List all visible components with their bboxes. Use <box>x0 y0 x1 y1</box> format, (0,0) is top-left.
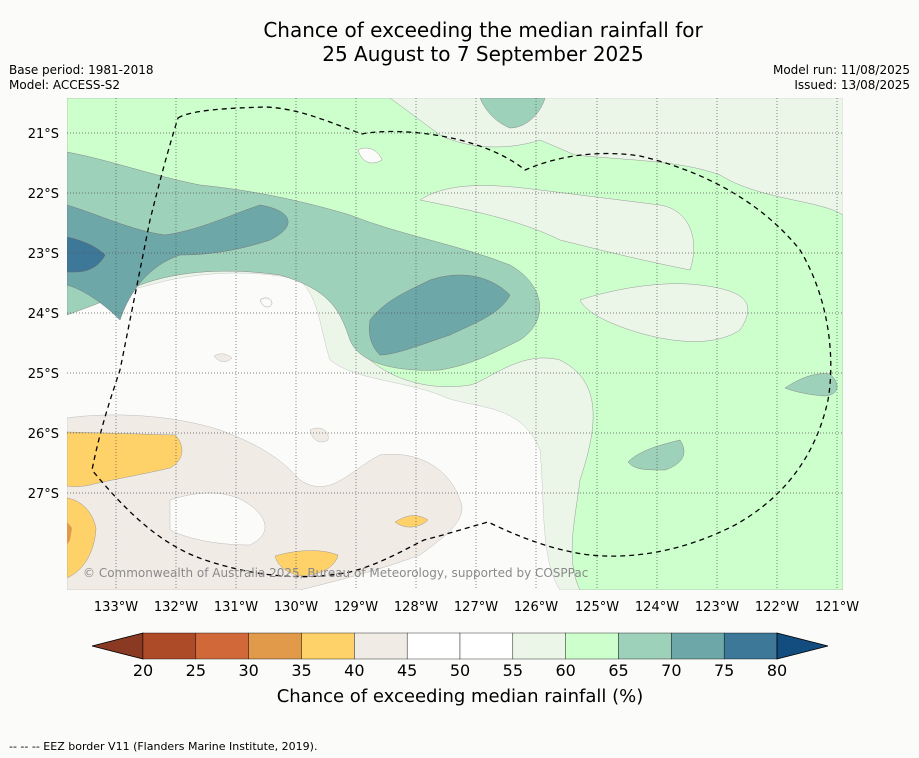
contour-55-60-pocket <box>419 185 694 271</box>
colorbar-cell <box>618 632 672 660</box>
lon-label: 129°W <box>334 600 378 615</box>
colorbar-tick-label: 45 <box>397 661 417 680</box>
contour-65-70-sw <box>627 439 685 471</box>
copyright-text: © Commonwealth of Australia 2025, Bureau… <box>83 566 588 580</box>
lat-label: 24°S <box>28 307 59 322</box>
lon-label: 122°W <box>755 600 799 615</box>
contour-75-80 <box>67 236 106 273</box>
colorbar-tick-label: 20 <box>133 661 153 680</box>
map-panel <box>67 98 843 590</box>
colorbar-under-arrow <box>91 632 144 660</box>
lon-label: 123°W <box>695 600 739 615</box>
colorbar-title: Chance of exceeding median rainfall (%) <box>277 686 644 707</box>
colorbar-tick-label: 65 <box>608 661 628 680</box>
lon-label: 121°W <box>815 600 859 615</box>
colorbar-cell <box>565 632 619 660</box>
contour-35-40-d <box>394 515 429 528</box>
contour-65-70-top <box>479 98 546 129</box>
eez-footnote: -- -- -- EEZ border V11 (Flanders Marine… <box>9 740 318 753</box>
contour-30-35 <box>67 522 72 545</box>
contour-small-c <box>213 353 233 362</box>
longitude-labels: 133°W 132°W 131°W 130°W 129°W 128°W 127°… <box>94 600 859 615</box>
lon-label: 130°W <box>274 600 318 615</box>
colorbar-cell <box>142 632 197 660</box>
model-run-text: Model run: 11/08/2025 <box>772 63 910 77</box>
base-period-text: Base period: 1981-2018 <box>9 63 154 77</box>
contour-70-75 <box>67 204 289 321</box>
colorbar-cell <box>195 632 249 660</box>
contour-55-60-pocket-b <box>579 283 748 342</box>
title-line-1: Chance of exceeding the median rainfall … <box>263 18 703 42</box>
contour-small-b <box>309 427 329 443</box>
map-title: Chance of exceeding the median rainfall … <box>0 18 919 66</box>
lon-label: 132°W <box>154 600 198 615</box>
lat-label: 22°S <box>28 187 59 202</box>
colorbar-tick-label: 40 <box>344 661 364 680</box>
lon-label: 124°W <box>635 600 679 615</box>
contour-small-d <box>259 297 273 308</box>
title-line-2: 25 August to 7 September 2025 <box>322 42 644 66</box>
contour-35-40-c <box>274 550 339 577</box>
issued-text: Issued: 13/08/2025 <box>794 78 910 92</box>
colorbar-ticks: 20 25 30 35 40 45 50 55 60 65 70 75 80 <box>133 661 787 680</box>
lon-label: 133°W <box>94 600 138 615</box>
contour-35-40 <box>67 431 183 487</box>
lon-label: 131°W <box>214 600 258 615</box>
colorbar-tick-label: 60 <box>555 661 575 680</box>
lon-label: 126°W <box>514 600 558 615</box>
contour-45-50-hole <box>169 492 266 546</box>
colorbar-tick-label: 35 <box>291 661 311 680</box>
lon-label: 125°W <box>575 600 619 615</box>
colorbar-tick-label: 70 <box>661 661 681 680</box>
colorbar-cell <box>301 632 355 660</box>
model-text: Model: ACCESS-S2 <box>9 78 121 92</box>
contour-65-70-e <box>784 373 838 397</box>
colorbar-cell <box>354 632 408 660</box>
lat-label: 21°S <box>28 127 59 142</box>
colorbar-tick-label: 75 <box>714 661 734 680</box>
lat-label: 26°S <box>28 427 59 442</box>
colorbar-cell <box>723 632 778 660</box>
colorbar-tick-label: 50 <box>450 661 470 680</box>
eez-border <box>91 106 832 578</box>
lon-label: 127°W <box>454 600 498 615</box>
contour-35-40-b <box>67 497 97 579</box>
lat-label: 25°S <box>28 367 59 382</box>
colorbar-cells <box>142 632 778 660</box>
colorbar-cell <box>671 632 725 660</box>
lon-label: 128°W <box>394 600 438 615</box>
colorbar-cell <box>459 632 514 660</box>
meta-left: Base period: 1981-2018 Model: ACCESS-S2 <box>9 63 154 93</box>
colorbar-cell <box>248 632 302 660</box>
colorbar-tick-label: 80 <box>767 661 787 680</box>
lat-label: 23°S <box>28 247 59 262</box>
meta-right: Model run: 11/08/2025 Issued: 13/08/2025 <box>773 63 910 93</box>
lat-label: 27°S <box>28 487 59 502</box>
colorbar-cell <box>406 632 461 660</box>
graticule <box>67 98 843 590</box>
colorbar-over-arrow <box>776 632 829 660</box>
colorbar: 20 25 30 35 40 45 50 55 60 65 70 75 80 Chance of exc… <box>91 632 829 707</box>
colorbar-cell <box>512 632 566 660</box>
colorbar-tick-label: 30 <box>238 661 258 680</box>
colorbar-tick-label: 25 <box>186 661 206 680</box>
contour-small-a <box>357 147 383 164</box>
contour-70-75-center <box>369 274 511 356</box>
latitude-labels: 21°S 22°S 23°S 24°S 25°S 26°S 27°S <box>28 127 59 502</box>
colorbar-tick-label: 55 <box>503 661 523 680</box>
